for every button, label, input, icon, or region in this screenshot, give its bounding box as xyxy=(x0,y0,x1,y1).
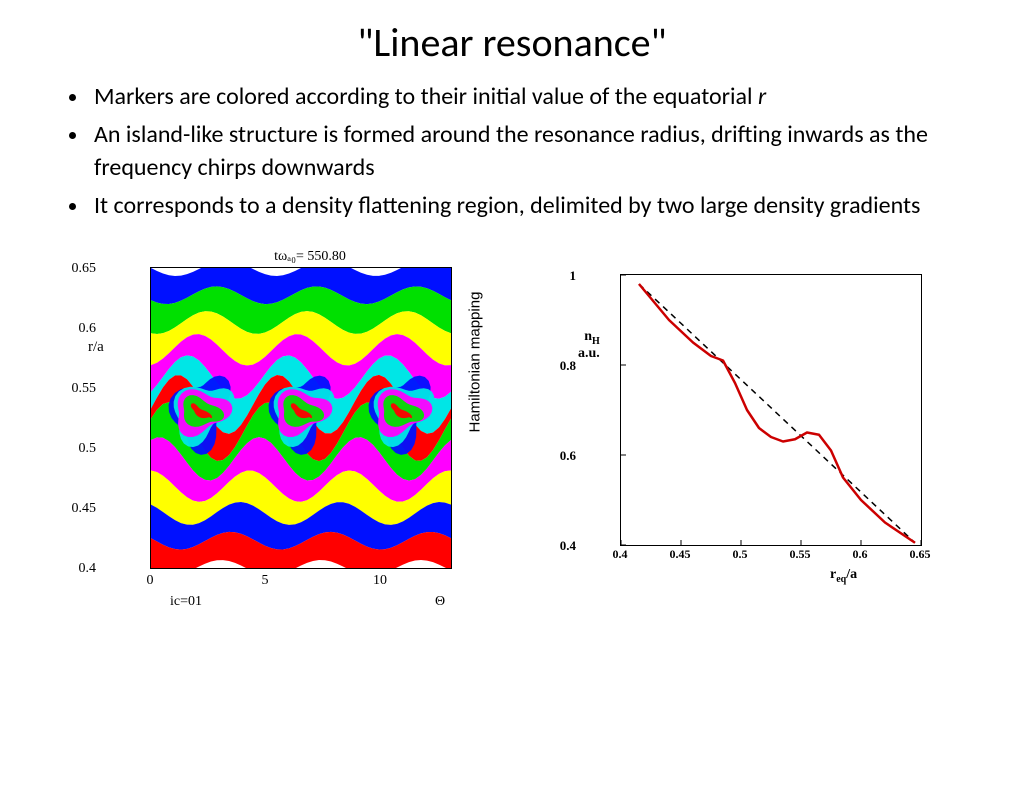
left-xlabel: Θ xyxy=(435,594,445,610)
figure-area: 0.65 0.6 0.55 0.5 0.45 0.4 r/a tωₐ₀= 550… xyxy=(0,229,1024,689)
left-figure: tωₐ₀= 550.80 xyxy=(150,249,470,569)
right-ylabel: nH a.u. xyxy=(578,329,600,362)
hamiltonian-label: Hamiltonian mapping xyxy=(467,291,484,432)
right-plot xyxy=(620,274,922,546)
left-footer: ic=01 xyxy=(170,594,202,610)
left-ylabel: r/a xyxy=(88,339,104,356)
right-figure xyxy=(620,274,940,546)
bullet-item: It corresponds to a density flattening r… xyxy=(90,190,994,222)
left-plot xyxy=(150,267,452,569)
right-xlabel: req/a xyxy=(830,567,857,585)
left-title: tωₐ₀= 550.80 xyxy=(150,249,470,265)
bullet-item: Markers are colored according to their i… xyxy=(90,81,994,113)
bullet-list: Markers are colored according to their i… xyxy=(50,81,994,223)
bullet-item: An island-like structure is formed aroun… xyxy=(90,119,994,184)
page-title: "Linear resonance" xyxy=(0,18,1024,67)
